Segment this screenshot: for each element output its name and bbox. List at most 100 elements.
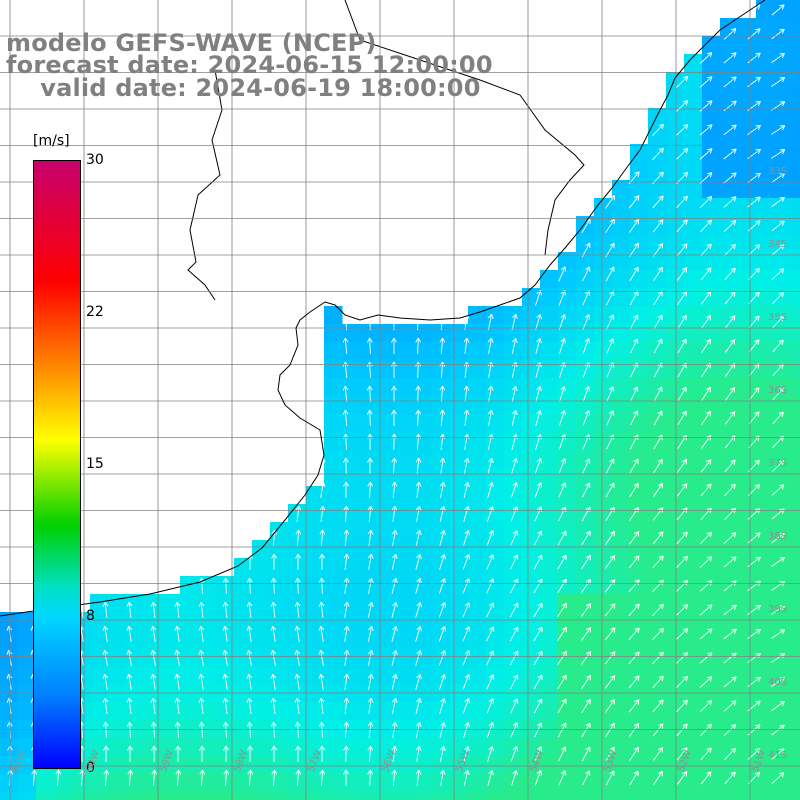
wind-cell xyxy=(774,36,793,55)
wind-cell xyxy=(252,792,271,800)
wind-cell xyxy=(738,288,757,307)
wind-cell xyxy=(180,738,199,757)
wind-cell xyxy=(180,576,199,595)
wind-cell xyxy=(666,504,685,523)
wind-cell xyxy=(720,108,739,127)
wind-cell xyxy=(306,486,325,505)
wind-arrow xyxy=(438,626,447,642)
wind-cell xyxy=(738,162,757,181)
wind-cell xyxy=(576,594,595,613)
wind-cell xyxy=(774,594,793,613)
wind-cell xyxy=(342,630,361,649)
wind-arrow xyxy=(699,100,713,112)
wind-arrow xyxy=(294,625,301,642)
wind-cell xyxy=(252,756,271,775)
wind-arrow xyxy=(675,579,689,592)
wind-cell xyxy=(342,702,361,721)
wind-cell xyxy=(432,648,451,667)
wind-cell xyxy=(756,702,775,721)
wind-cell xyxy=(270,756,289,775)
wind-cell xyxy=(702,90,721,109)
wind-cell xyxy=(378,774,397,793)
wind-arrow xyxy=(557,674,567,690)
wind-cell xyxy=(720,504,739,523)
wind-cell xyxy=(198,774,217,793)
wind-cell xyxy=(468,558,487,577)
wind-cell xyxy=(378,792,397,800)
wind-cell xyxy=(522,360,541,379)
wind-cell xyxy=(774,522,793,541)
wind-cell xyxy=(648,432,667,451)
wind-cell xyxy=(648,792,667,800)
wind-cell xyxy=(522,288,541,307)
wind-cell xyxy=(774,216,793,235)
wind-arrow xyxy=(126,721,133,739)
wind-cell xyxy=(270,792,289,800)
wind-cell xyxy=(594,666,613,685)
wind-arrow xyxy=(771,629,786,639)
wind-arrow xyxy=(675,75,689,88)
wind-cell xyxy=(432,324,451,343)
wind-arrow xyxy=(772,387,784,401)
wind-arrow xyxy=(605,218,615,233)
wind-cell xyxy=(756,648,775,667)
wind-arrow xyxy=(246,721,253,739)
wind-cell xyxy=(666,342,685,361)
wind-cell xyxy=(432,522,451,541)
wind-cell xyxy=(468,666,487,685)
wind-arrow xyxy=(342,337,349,355)
wind-cell xyxy=(540,666,559,685)
wind-cell xyxy=(396,774,415,793)
wind-cell xyxy=(630,252,649,271)
wind-cell xyxy=(684,72,703,91)
wind-cell xyxy=(792,792,800,800)
wind-arrow xyxy=(724,315,736,329)
wind-cell xyxy=(684,504,703,523)
wind-arrow xyxy=(582,410,591,426)
wind-cell xyxy=(234,630,253,649)
wind-arrow xyxy=(415,578,422,594)
wind-cell xyxy=(738,450,757,469)
wind-cell xyxy=(684,630,703,649)
wind-arrow xyxy=(723,556,737,568)
wind-arrow xyxy=(270,649,277,666)
wind-cell xyxy=(576,756,595,775)
wind-cell xyxy=(162,738,181,757)
wind-cell xyxy=(180,630,199,649)
wind-cell xyxy=(792,486,800,505)
wind-cell xyxy=(558,576,577,595)
wind-cell xyxy=(738,486,757,505)
wind-arrow xyxy=(486,722,495,738)
wind-cell xyxy=(378,594,397,613)
wind-cell xyxy=(378,702,397,721)
wind-cell xyxy=(378,738,397,757)
wind-cell xyxy=(468,432,487,451)
wind-cell xyxy=(648,612,667,631)
wind-arrow xyxy=(772,339,784,353)
wind-cell xyxy=(306,738,325,757)
wind-arrow xyxy=(102,721,109,739)
wind-cell xyxy=(396,324,415,343)
wind-cell xyxy=(558,666,577,685)
wind-arrow xyxy=(391,577,398,594)
wind-arrow xyxy=(771,556,785,567)
wind-cell xyxy=(558,432,577,451)
wind-arrow xyxy=(367,601,374,618)
wind-cell xyxy=(414,432,433,451)
wind-arrow xyxy=(126,625,133,642)
wind-cell xyxy=(306,522,325,541)
wind-cell xyxy=(630,396,649,415)
lat-label: 41S xyxy=(768,750,788,761)
wind-arrow xyxy=(486,530,495,546)
wind-cell xyxy=(522,630,541,649)
wind-cell xyxy=(522,450,541,469)
wind-arrow xyxy=(629,458,639,474)
wind-arrow xyxy=(699,196,713,208)
wind-cell xyxy=(504,504,523,523)
wind-cell xyxy=(756,270,775,289)
wind-cell xyxy=(324,558,343,577)
wind-cell xyxy=(198,756,217,775)
wind-arrow xyxy=(439,385,446,403)
wind-cell xyxy=(378,540,397,559)
wind-cell xyxy=(414,576,433,595)
